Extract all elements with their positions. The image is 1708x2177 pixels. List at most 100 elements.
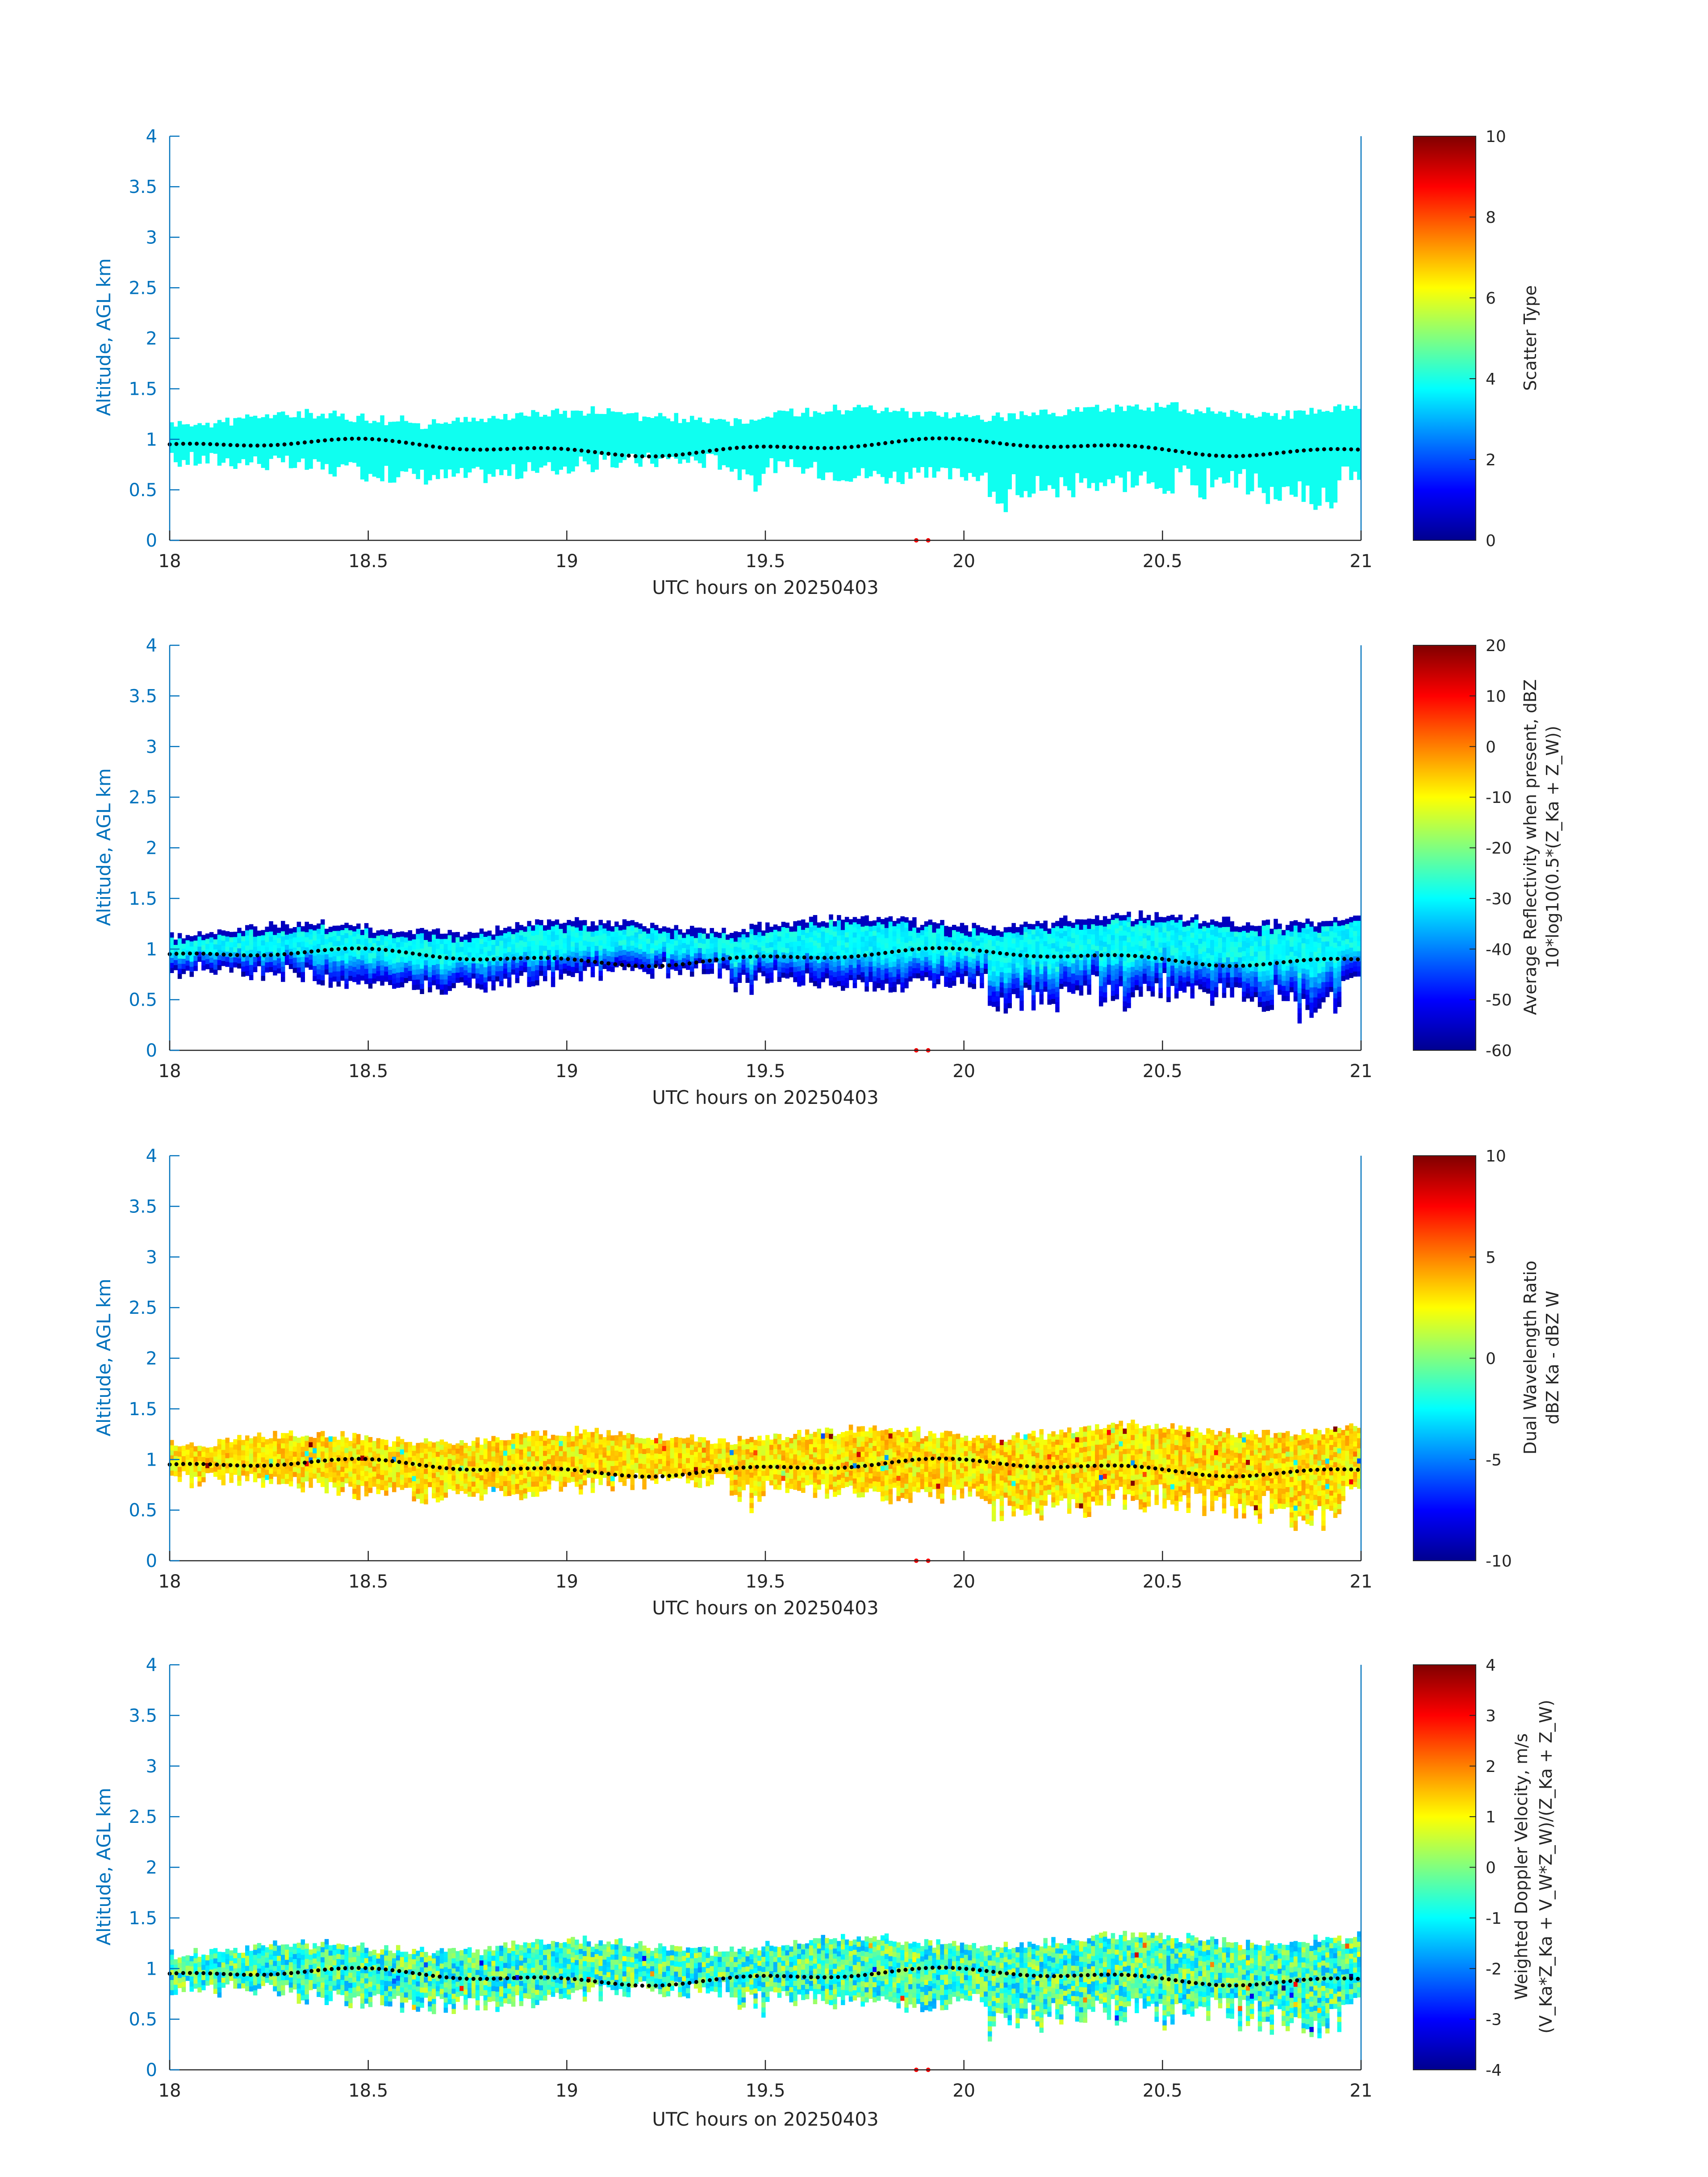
heatmap-cell bbox=[1158, 437, 1163, 443]
heatmap-cell bbox=[328, 942, 333, 948]
heatmap-cell bbox=[392, 472, 397, 478]
heatmap-cell bbox=[455, 978, 460, 983]
heatmap-cell bbox=[336, 951, 341, 957]
heatmap-cell bbox=[400, 446, 405, 451]
heatmap-cell bbox=[336, 462, 341, 467]
heatmap-cell bbox=[384, 435, 388, 441]
heatmap-cell bbox=[1178, 411, 1183, 417]
heatmap-cell bbox=[400, 977, 405, 982]
mean-height-dot bbox=[471, 447, 476, 452]
heatmap-cell bbox=[674, 448, 678, 454]
heatmap-cell bbox=[511, 423, 516, 429]
heatmap-cell bbox=[654, 421, 659, 427]
heatmap-cell bbox=[960, 426, 965, 432]
heatmap-cell bbox=[324, 964, 329, 969]
heatmap-cell bbox=[837, 420, 841, 426]
heatmap-cell bbox=[432, 960, 436, 965]
heatmap-cell bbox=[582, 441, 587, 447]
heatmap-cell bbox=[1325, 426, 1330, 431]
heatmap-cell bbox=[582, 950, 587, 956]
heatmap-cell bbox=[1297, 420, 1302, 426]
heatmap-cell bbox=[177, 436, 182, 442]
heatmap-cell bbox=[408, 945, 413, 951]
heatmap-cell bbox=[400, 967, 405, 972]
heatmap-cell bbox=[1325, 451, 1330, 457]
heatmap-cell bbox=[924, 447, 929, 453]
heatmap-cell bbox=[1194, 480, 1199, 485]
mean-height-dot bbox=[897, 439, 901, 443]
heatmap-cell bbox=[1194, 444, 1199, 450]
heatmap-cell bbox=[336, 961, 341, 966]
heatmap-cell bbox=[193, 435, 198, 440]
heatmap-cell bbox=[944, 412, 948, 418]
heatmap-cell bbox=[539, 442, 543, 447]
heatmap-cell bbox=[988, 492, 992, 497]
heatmap-cell bbox=[1170, 427, 1175, 433]
heatmap-cell bbox=[1274, 418, 1278, 424]
heatmap-cell bbox=[618, 960, 623, 966]
heatmap-cell bbox=[396, 942, 401, 948]
heatmap-cell bbox=[439, 434, 444, 439]
heatmap-cell bbox=[1162, 488, 1167, 494]
heatmap-cell bbox=[908, 453, 913, 459]
heatmap-cell bbox=[527, 451, 531, 457]
heatmap-cell bbox=[197, 428, 202, 434]
heatmap-cell bbox=[888, 412, 893, 418]
heatmap-cell bbox=[471, 418, 476, 423]
heatmap-cell bbox=[710, 443, 714, 449]
heatmap-cell bbox=[277, 452, 281, 458]
colorbar-tick-label: 8 bbox=[1486, 209, 1496, 227]
heatmap-cell bbox=[368, 943, 373, 949]
heatmap-cell bbox=[372, 436, 377, 442]
heatmap-cell bbox=[991, 481, 996, 487]
heatmap-cell bbox=[320, 944, 325, 950]
heatmap-cell bbox=[551, 931, 555, 936]
heatmap-cell bbox=[1293, 476, 1298, 482]
heatmap-cell bbox=[1011, 459, 1016, 464]
heatmap-cell bbox=[900, 433, 905, 439]
heatmap-cell bbox=[567, 945, 571, 951]
heatmap-cell bbox=[432, 464, 436, 470]
heatmap-cell bbox=[352, 966, 357, 972]
heatmap-cell bbox=[1043, 465, 1048, 471]
heatmap-cell bbox=[209, 437, 214, 443]
heatmap-cell bbox=[439, 984, 444, 990]
heatmap-cell bbox=[567, 453, 571, 459]
heatmap-cell bbox=[277, 437, 281, 443]
heatmap-cell bbox=[464, 442, 468, 448]
heatmap-cell bbox=[563, 943, 567, 949]
heatmap-cell bbox=[245, 430, 250, 435]
heatmap-cell bbox=[356, 974, 361, 980]
heatmap-cell bbox=[555, 439, 560, 444]
heatmap-cell bbox=[1150, 472, 1155, 477]
heatmap-cell bbox=[1119, 467, 1123, 473]
heatmap-cell bbox=[261, 970, 265, 976]
heatmap-cell bbox=[1123, 426, 1127, 432]
heatmap-cell bbox=[1293, 410, 1298, 416]
heatmap-cell bbox=[1218, 447, 1223, 452]
heatmap-cell bbox=[1051, 423, 1056, 428]
heatmap-cell bbox=[181, 455, 186, 460]
heatmap-cell bbox=[1301, 431, 1306, 436]
heatmap-cell bbox=[956, 428, 960, 433]
heatmap-cell bbox=[706, 433, 710, 439]
heatmap-cell bbox=[714, 425, 718, 430]
heatmap-cell bbox=[912, 452, 917, 458]
heatmap-cell bbox=[523, 461, 527, 467]
heatmap-cell bbox=[1095, 475, 1099, 481]
heatmap-cell bbox=[1301, 476, 1306, 482]
heatmap-cell bbox=[368, 958, 373, 964]
heatmap-cell bbox=[825, 417, 829, 422]
heatmap-cell bbox=[952, 452, 956, 458]
heatmap-cell bbox=[614, 952, 619, 957]
heatmap-cell bbox=[443, 933, 448, 939]
heatmap-cell bbox=[873, 440, 877, 446]
heatmap-cell bbox=[491, 451, 496, 457]
heatmap-cell bbox=[606, 408, 611, 414]
heatmap-cell bbox=[372, 973, 377, 979]
heatmap-cell bbox=[1107, 423, 1111, 429]
heatmap-cell bbox=[801, 443, 806, 449]
heatmap-cell bbox=[884, 463, 889, 469]
heatmap-cell bbox=[1202, 458, 1207, 464]
heatmap-cell bbox=[555, 434, 560, 439]
